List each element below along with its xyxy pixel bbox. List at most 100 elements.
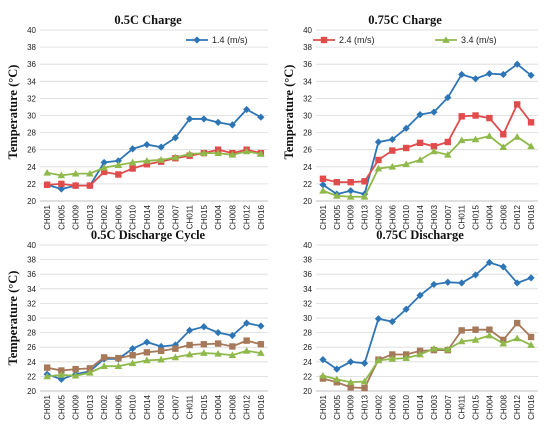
- x-tick-label: CH003: [157, 204, 166, 229]
- legend-label: 3.4 (m/s): [461, 35, 497, 45]
- chart-title: 0.75C Charge: [368, 13, 442, 27]
- data-point: [57, 171, 66, 179]
- data-point: [243, 337, 250, 344]
- data-point: [347, 187, 355, 195]
- data-point: [444, 278, 452, 286]
- x-tick-label: CH011: [186, 204, 195, 229]
- data-point: [86, 368, 94, 376]
- data-point: [527, 274, 535, 282]
- series-3-4-m-s-: [43, 147, 265, 179]
- data-point: [72, 365, 79, 373]
- data-point: [416, 291, 424, 299]
- data-point: [58, 367, 65, 374]
- data-point: [416, 156, 424, 163]
- data-point: [100, 354, 108, 361]
- data-point: [486, 114, 493, 122]
- y-tick-label: 20: [27, 197, 36, 206]
- series-line: [46, 108, 262, 190]
- x-tick-label: CH009: [347, 394, 356, 419]
- data-point: [430, 344, 438, 352]
- data-point: [485, 331, 494, 339]
- y-axis-label: Temperature (°C): [6, 65, 20, 160]
- data-point: [58, 180, 65, 188]
- data-point: [346, 192, 355, 200]
- x-tick-label: CH006: [388, 204, 397, 229]
- data-point: [444, 138, 452, 146]
- y-tick-label: 24: [27, 358, 36, 367]
- x-tick-label: CH009: [72, 394, 81, 419]
- x-tick-label: CH013: [361, 204, 370, 229]
- data-point: [444, 151, 452, 158]
- data-point: [416, 350, 424, 358]
- x-tick-label: CH011: [458, 394, 467, 419]
- data-point: [402, 124, 410, 132]
- data-point: [485, 70, 494, 78]
- data-point: [388, 135, 396, 144]
- data-point: [458, 327, 465, 334]
- x-tick-label: CH001: [43, 394, 52, 419]
- data-point: [346, 378, 355, 386]
- data-point: [471, 271, 480, 279]
- data-point: [485, 258, 494, 267]
- series-3-4-m-s-: [319, 331, 535, 386]
- data-point: [319, 371, 327, 379]
- data-point: [257, 341, 265, 348]
- data-point: [513, 319, 521, 327]
- y-tick-label: 34: [27, 285, 36, 294]
- data-point: [200, 115, 208, 123]
- x-tick-label: CH001: [43, 204, 52, 229]
- x-tick-label: CH014: [143, 204, 152, 229]
- data-point: [86, 365, 94, 372]
- x-tick-label: CH004: [214, 394, 223, 419]
- x-tick-label: CH006: [114, 394, 123, 419]
- data-point: [430, 143, 438, 150]
- data-point: [186, 115, 194, 123]
- x-tick-label: CH005: [333, 204, 342, 229]
- data-point: [485, 132, 494, 139]
- y-tick-label: 34: [27, 77, 36, 86]
- x-tick-label: CH016: [257, 394, 266, 419]
- series-line: [322, 102, 532, 184]
- data-point: [171, 134, 179, 142]
- legend-label: 2.4 (m/s): [339, 35, 375, 45]
- data-point: [402, 305, 410, 313]
- data-point: [374, 138, 383, 146]
- data-point: [129, 145, 137, 153]
- data-point: [143, 157, 151, 164]
- data-point: [388, 163, 397, 170]
- legend-marker: [193, 36, 201, 44]
- data-point: [430, 280, 438, 289]
- series-line: [46, 339, 262, 372]
- data-point: [388, 355, 397, 362]
- data-point: [157, 156, 165, 163]
- data-point: [319, 186, 327, 194]
- data-point: [214, 340, 222, 347]
- x-tick-label: CH008: [228, 394, 237, 419]
- legend-marker: [320, 36, 328, 44]
- x-tick-label: CH015: [200, 394, 209, 419]
- series-1-4-m-s-: [319, 60, 535, 198]
- data-point: [360, 359, 369, 367]
- x-tick-label: CH004: [214, 204, 223, 229]
- data-point: [114, 157, 122, 165]
- data-point: [527, 119, 535, 126]
- series-2-4-m-s-: [319, 319, 535, 392]
- data-point: [416, 111, 424, 119]
- data-point: [319, 175, 327, 182]
- x-tick-label: CH003: [157, 394, 166, 419]
- data-point: [257, 349, 265, 356]
- data-point: [157, 347, 165, 355]
- chart-title: 0.5C Charge: [114, 13, 182, 27]
- x-tick-label: CH009: [347, 204, 356, 229]
- series-line: [47, 349, 262, 378]
- data-point: [72, 182, 79, 189]
- y-tick-label: 30: [27, 112, 36, 121]
- data-point: [86, 182, 94, 189]
- x-tick-label: CH016: [527, 204, 536, 229]
- data-point: [257, 150, 265, 157]
- x-tick-label: CH002: [100, 204, 109, 229]
- data-point: [347, 178, 354, 186]
- data-point: [402, 144, 410, 152]
- data-point: [388, 318, 396, 326]
- data-point: [157, 355, 165, 363]
